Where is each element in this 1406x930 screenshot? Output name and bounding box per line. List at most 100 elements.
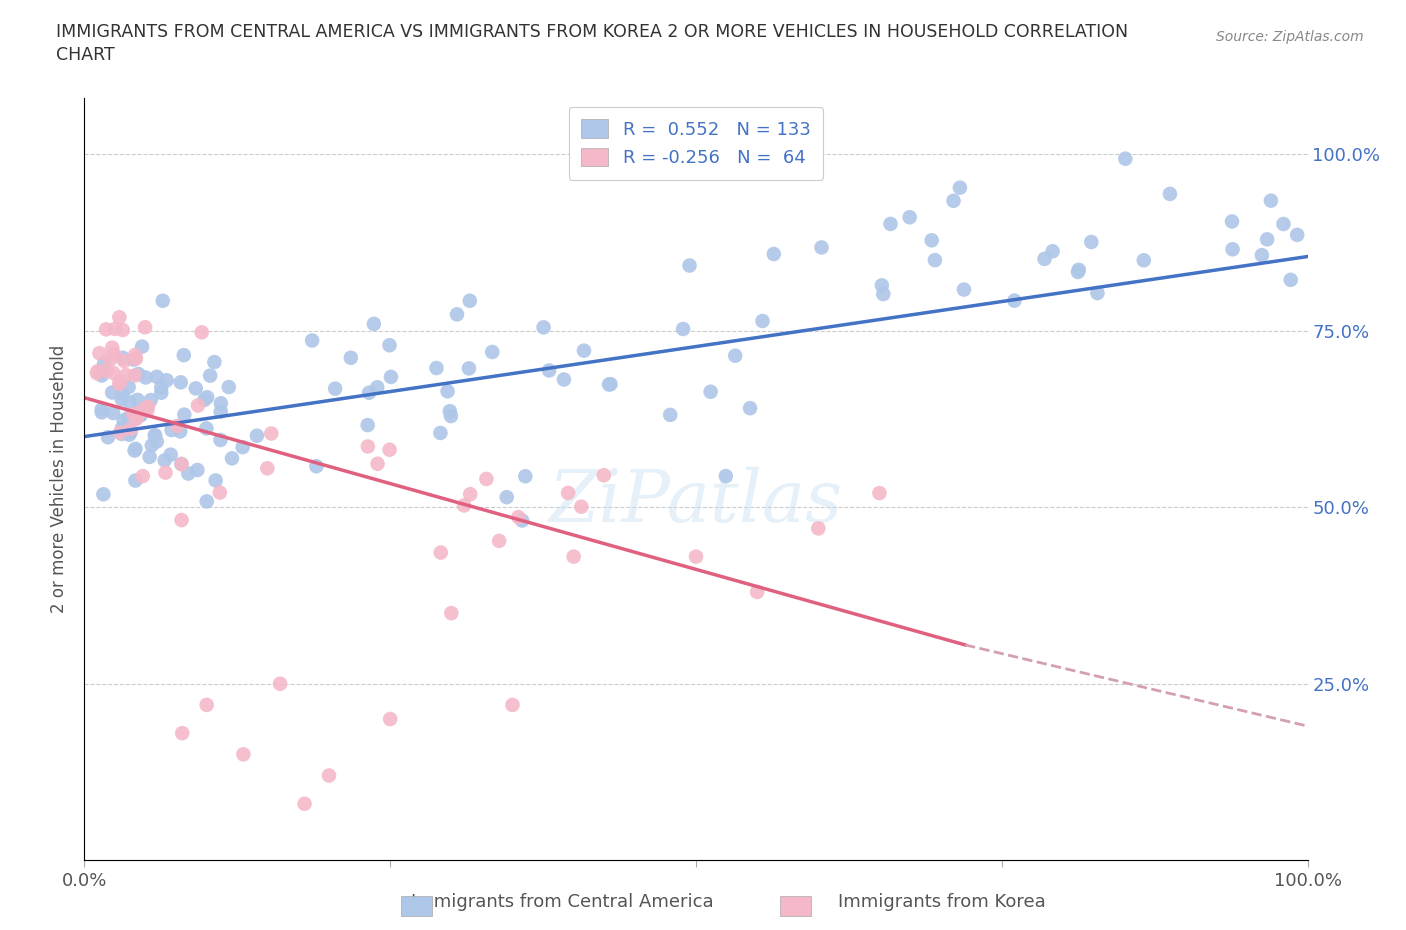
Point bbox=[246, 429, 269, 444]
Point bbox=[1087, 286, 1109, 300]
Point bbox=[111, 420, 134, 435]
Point bbox=[458, 293, 481, 308]
Point bbox=[124, 348, 146, 363]
Point bbox=[115, 367, 138, 382]
Point bbox=[195, 494, 218, 509]
Text: IMMIGRANTS FROM CENTRAL AMERICA VS IMMIGRANTS FROM KOREA 2 OR MORE VEHICLES IN H: IMMIGRANTS FROM CENTRAL AMERICA VS IMMIG… bbox=[56, 23, 1129, 41]
Point bbox=[138, 449, 160, 464]
Point bbox=[1080, 234, 1102, 249]
Point bbox=[751, 313, 773, 328]
Point bbox=[367, 457, 389, 472]
Point bbox=[592, 468, 614, 483]
Point bbox=[86, 365, 108, 380]
Point bbox=[256, 461, 278, 476]
Point bbox=[898, 210, 921, 225]
Point bbox=[685, 550, 707, 565]
Point bbox=[124, 368, 146, 383]
Point bbox=[366, 379, 388, 394]
Point bbox=[949, 180, 972, 195]
Point bbox=[218, 379, 240, 394]
Point bbox=[125, 411, 148, 426]
Point bbox=[1250, 247, 1272, 262]
Point bbox=[879, 217, 901, 232]
Point bbox=[104, 322, 127, 337]
Point bbox=[356, 418, 378, 432]
Point bbox=[869, 485, 891, 500]
Point bbox=[108, 377, 131, 392]
Point bbox=[103, 347, 125, 362]
Point bbox=[429, 545, 451, 560]
Text: ZiPatlas: ZiPatlas bbox=[548, 467, 844, 538]
Point bbox=[436, 384, 458, 399]
Point bbox=[93, 486, 115, 501]
Point bbox=[458, 361, 481, 376]
Point bbox=[747, 584, 769, 599]
Point bbox=[170, 375, 193, 390]
Point bbox=[135, 370, 157, 385]
Point bbox=[440, 605, 463, 620]
Point bbox=[118, 394, 141, 409]
Point bbox=[101, 340, 124, 355]
Point bbox=[108, 425, 131, 440]
Point bbox=[97, 430, 120, 445]
Point bbox=[340, 351, 363, 365]
Point bbox=[112, 353, 135, 368]
Point bbox=[1067, 264, 1090, 279]
Point bbox=[488, 534, 510, 549]
Point bbox=[232, 747, 254, 762]
Point bbox=[120, 421, 142, 436]
Point bbox=[124, 405, 146, 420]
Point bbox=[90, 368, 112, 383]
Point bbox=[495, 490, 517, 505]
Point bbox=[134, 320, 156, 335]
Point bbox=[318, 768, 340, 783]
Point bbox=[172, 725, 194, 740]
Point bbox=[198, 368, 221, 383]
Point bbox=[193, 392, 215, 407]
Point bbox=[260, 426, 283, 441]
Point bbox=[153, 453, 176, 468]
Point bbox=[122, 406, 145, 421]
Point bbox=[124, 442, 146, 457]
Point bbox=[232, 440, 254, 455]
Point bbox=[111, 427, 134, 442]
Point bbox=[204, 473, 226, 488]
Point bbox=[111, 323, 134, 338]
Point bbox=[924, 253, 946, 268]
Point bbox=[659, 407, 682, 422]
Point bbox=[1159, 186, 1181, 201]
Point bbox=[380, 711, 402, 726]
Point bbox=[599, 377, 621, 392]
Point bbox=[1220, 214, 1243, 229]
Point bbox=[146, 434, 169, 449]
Point bbox=[141, 438, 163, 453]
Point bbox=[187, 398, 209, 413]
Point bbox=[269, 676, 291, 691]
Point bbox=[120, 424, 142, 439]
Point bbox=[170, 457, 193, 472]
Point bbox=[378, 443, 401, 458]
Point bbox=[515, 469, 537, 484]
Point bbox=[672, 322, 695, 337]
Point bbox=[111, 392, 134, 406]
Point bbox=[127, 392, 149, 407]
Point bbox=[108, 310, 131, 325]
Point bbox=[738, 401, 761, 416]
Point bbox=[132, 469, 155, 484]
Point bbox=[108, 374, 131, 389]
Point bbox=[150, 380, 173, 395]
Point bbox=[807, 521, 830, 536]
Point bbox=[359, 385, 381, 400]
Point bbox=[150, 385, 173, 400]
Point bbox=[111, 351, 134, 365]
Point bbox=[90, 405, 112, 419]
Point bbox=[872, 286, 894, 301]
Point bbox=[1222, 242, 1244, 257]
Point bbox=[195, 390, 218, 405]
Point bbox=[117, 410, 139, 425]
Point bbox=[380, 369, 402, 384]
Point bbox=[1133, 253, 1156, 268]
Point bbox=[160, 422, 183, 437]
Point bbox=[122, 352, 145, 367]
Point bbox=[96, 363, 118, 378]
